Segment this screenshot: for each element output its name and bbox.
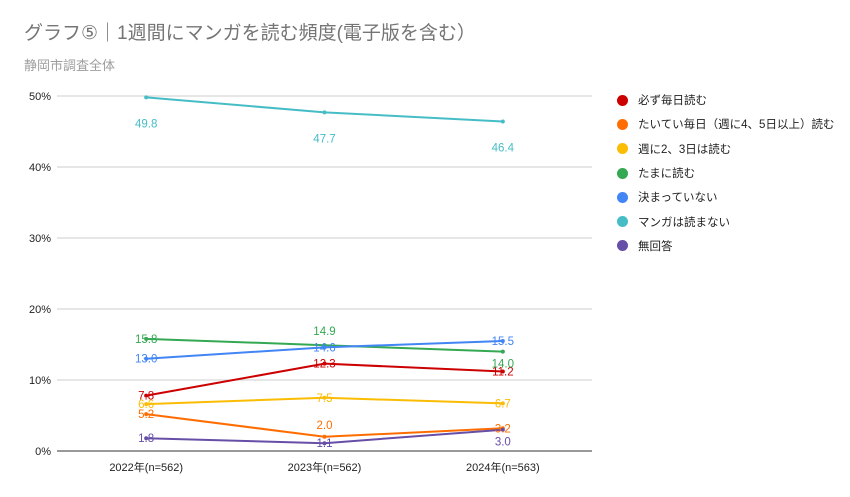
legend-label: たまに読む <box>638 168 696 181</box>
data-label: 46.4 <box>492 143 515 155</box>
data-point <box>322 395 327 400</box>
chart-title: グラフ⑤｜1週間にマンガを読む頻度(電子版を含む） <box>24 23 476 44</box>
legend-item: たまに読む <box>617 161 834 185</box>
data-label: 3.0 <box>495 437 511 449</box>
data-point <box>322 434 327 439</box>
legend-swatch-icon <box>617 94 628 106</box>
data-label: 14.0 <box>492 359 514 371</box>
y-tick-label: 20% <box>29 304 51 316</box>
legend-item: 必ず毎日読む <box>617 88 834 112</box>
y-tick-label: 50% <box>29 91 51 103</box>
y-tick-label: 10% <box>29 375 51 387</box>
data-label: 12.3 <box>313 359 335 371</box>
legend-label: 決まっていない <box>638 192 718 205</box>
data-label: 1.8 <box>138 433 154 445</box>
data-label: 2.0 <box>317 420 333 432</box>
legend-swatch-icon <box>617 191 628 203</box>
x-tick-label: 2024年(n=563) <box>466 460 540 474</box>
legend-item: マンガは読まない <box>617 209 834 233</box>
y-tick-label: 30% <box>29 233 51 245</box>
data-point <box>144 393 149 398</box>
data-point <box>144 336 149 341</box>
data-label: 15.8 <box>135 334 157 346</box>
data-label: 7.8 <box>138 391 154 403</box>
data-point <box>500 369 505 374</box>
data-point <box>322 361 327 366</box>
legend-swatch-icon <box>617 118 628 130</box>
data-label: 7.5 <box>317 393 333 405</box>
data-point <box>322 110 327 115</box>
x-tick-label: 2023年(n=562) <box>288 460 362 474</box>
data-point <box>144 436 149 441</box>
data-point <box>500 401 505 406</box>
chart-subtitle: 静岡市調査全体 <box>24 58 116 73</box>
data-point <box>144 412 149 417</box>
data-label: 47.7 <box>313 133 335 145</box>
legend: 必ず毎日読むたいてい毎日（週に4、5日以上）読む 週に2、3日は読む たまに読む決ま… <box>617 88 834 258</box>
legend-label: 週に2、3日は読む <box>638 143 732 156</box>
data-label: 11.2 <box>492 366 514 378</box>
data-point <box>500 349 505 354</box>
data-point <box>144 402 149 407</box>
legend-label: 無回答 <box>638 240 673 253</box>
legend-swatch-icon <box>617 216 628 228</box>
data-label: 49.8 <box>135 118 157 130</box>
legend-item: 決まっていない <box>617 185 834 209</box>
series-lines <box>144 95 505 446</box>
data-label: 3.2 <box>495 423 511 435</box>
data-point <box>144 356 149 361</box>
data-point <box>500 119 505 124</box>
data-label: 14.9 <box>313 326 335 338</box>
data-point <box>500 338 505 343</box>
x-tick-label: 2022年(n=562) <box>109 460 183 474</box>
y-axis-ticks: 0% 10% 20% 30% 40% 50% <box>29 91 51 458</box>
data-point <box>322 441 327 446</box>
data-label: 13.0 <box>135 354 157 366</box>
legend-label: 必ず毎日読む <box>638 95 707 108</box>
y-tick-label: 40% <box>29 162 51 174</box>
data-label: 1.1 <box>317 438 333 450</box>
data-point <box>144 95 149 100</box>
data-point <box>500 427 505 432</box>
data-label: 15.5 <box>492 336 514 348</box>
data-label: 6.7 <box>495 398 511 410</box>
data-label: 5.2 <box>138 409 154 421</box>
series-line <box>146 96 503 123</box>
x-axis-ticks: 2022年(n=562) 2023年(n=562) 2024年(n=563) <box>109 460 539 474</box>
legend-item: たいてい毎日（週に4、5日以上）読む <box>617 112 834 136</box>
legend-item: 無回答 <box>617 234 834 258</box>
legend-label: マンガは読まない <box>638 216 730 229</box>
legend-swatch-icon <box>617 143 628 155</box>
legend-swatch-icon <box>617 167 628 179</box>
data-label: 14.6 <box>313 342 335 354</box>
legend-item: 週に2、3日は読む <box>617 137 834 161</box>
data-label: 6.6 <box>138 399 154 411</box>
legend-swatch-icon <box>617 240 628 252</box>
y-tick-label: 0% <box>35 446 51 458</box>
data-point <box>322 345 327 350</box>
data-labels: 7.8 12.3 11.2 5.2 2.0 3.2 6.6 7.5 6.7 15.8 14.9 14.… <box>135 118 515 450</box>
legend-label: たいてい毎日（週に4、5日以上）読む <box>638 119 835 132</box>
